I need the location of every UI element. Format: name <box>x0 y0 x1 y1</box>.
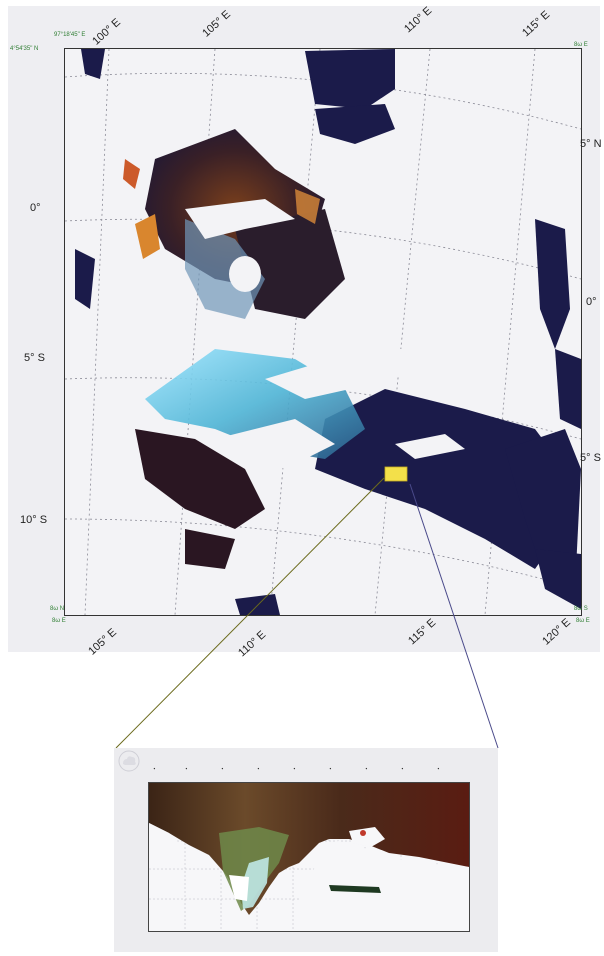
left-lat-label: 0° <box>30 202 41 214</box>
corner-label-top-left-lon: 97°18'45" E <box>54 32 86 38</box>
left-lat-label: 10° S <box>20 514 48 526</box>
inset-lon-tick: • <box>183 766 190 772</box>
inset-satellite-image <box>149 783 469 931</box>
inset-lon-tick: • <box>291 766 298 772</box>
inset-lon-tick: • <box>399 766 406 772</box>
right-lat-label: 5° S <box>580 452 601 464</box>
cloud-icon <box>118 750 140 772</box>
main-map[interactable] <box>64 48 582 616</box>
satellite-image <box>65 49 581 615</box>
corner-label-top-right-lon: 8ω E <box>574 42 588 48</box>
corner-label-top-left-lat: 4°54'35" N <box>10 46 39 52</box>
right-lat-label: 0° <box>586 296 597 308</box>
inset-lon-tick: • <box>327 766 334 772</box>
corner-label-bottom-right-lat: 8ω S <box>574 606 588 612</box>
inset-map-panel: • • • • • • • • • <box>114 748 498 952</box>
corner-label-bottom-left-lat: 8ω N <box>50 606 65 612</box>
inset-map[interactable] <box>148 782 470 932</box>
inset-lon-tick: • <box>219 766 226 772</box>
inset-lon-tick: • <box>151 766 158 772</box>
corner-label-bottom-right-lon: 8ω E <box>576 618 590 624</box>
main-map-panel: 4°54'35" N 97°18'45" E 8ω E 8ω N 8ω E 8ω… <box>8 5 602 659</box>
right-lat-label: 5° N <box>580 138 602 150</box>
corner-label-bottom-left-lon: 8ω E <box>52 618 66 624</box>
inset-lon-tick: • <box>255 766 262 772</box>
inset-lon-tick: • <box>363 766 370 772</box>
inset-lon-tick: • <box>435 766 442 772</box>
highlight-region <box>384 466 408 482</box>
left-lat-label: 5° S <box>24 352 45 364</box>
